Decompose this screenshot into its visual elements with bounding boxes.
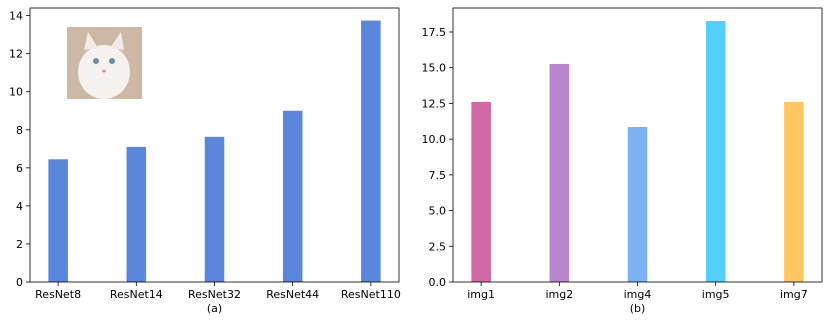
- x-tick-label: img1: [467, 288, 495, 301]
- bar: [126, 146, 147, 282]
- x-tick-label: ResNet44: [266, 288, 319, 301]
- x-tick-label: ResNet110: [341, 288, 401, 301]
- axes-frame: [29, 7, 400, 283]
- y-tick-label: 0: [16, 276, 23, 289]
- y-tick-label: 17.5: [422, 26, 447, 39]
- axes-frame: [452, 7, 823, 283]
- y-tick-label: 15.0: [422, 62, 447, 75]
- y-tick-label: 2.5: [429, 240, 447, 253]
- x-axis-label: (a): [207, 302, 222, 315]
- y-tick-label: 14: [9, 10, 23, 23]
- y-tick-label: 10.0: [422, 133, 447, 146]
- y-tick-label: 12.5: [422, 97, 447, 110]
- y-tick-label: 7.5: [429, 169, 447, 182]
- y-tick-label: 4: [16, 200, 23, 213]
- bar: [471, 102, 491, 282]
- y-tick-label: 8: [16, 124, 23, 137]
- y-tick-label: 5.0: [429, 205, 447, 218]
- bar: [361, 20, 381, 283]
- x-tick-label: ResNet32: [188, 288, 241, 301]
- x-tick-label: img2: [545, 288, 573, 301]
- x-tick-label: ResNet14: [110, 288, 163, 301]
- x-tick-label: img5: [702, 288, 730, 301]
- y-tick-label: 0.0: [429, 276, 447, 289]
- bar: [282, 110, 303, 282]
- bar: [549, 64, 570, 282]
- y-tick-label: 10: [9, 86, 23, 99]
- x-axis-label: (b): [630, 302, 646, 315]
- bar: [784, 102, 804, 282]
- y-tick-label: 6: [16, 162, 23, 175]
- y-tick-label: 2: [16, 238, 23, 251]
- bar: [204, 136, 225, 282]
- y-tick-label: 12: [9, 48, 23, 61]
- bar: [705, 21, 726, 282]
- bar: [627, 127, 648, 282]
- x-tick-label: ResNet8: [35, 288, 81, 301]
- cat-image: [67, 27, 142, 99]
- bar: [48, 159, 68, 282]
- x-tick-label: img7: [780, 288, 808, 301]
- x-tick-label: img4: [624, 288, 652, 301]
